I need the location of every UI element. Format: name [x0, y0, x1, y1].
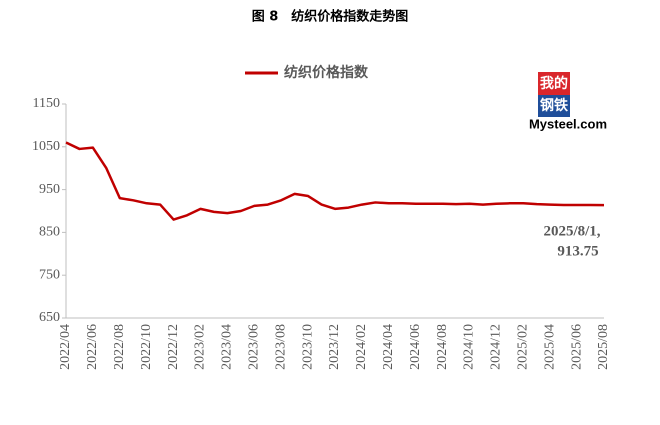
logo-block: [538, 72, 570, 95]
x-tick-label: 2022/12: [166, 324, 181, 370]
x-tick-label: 2022/08: [112, 324, 127, 370]
x-tick-label: 2023/04: [220, 324, 235, 370]
x-tick-label: 2025/02: [516, 324, 531, 370]
x-tick-label: 2023/02: [193, 324, 208, 370]
x-tick-label: 2025/08: [596, 324, 611, 370]
x-tick-label: 2023/10: [300, 324, 315, 370]
x-tick-label: 2024/06: [408, 324, 423, 370]
x-tick-label: 2024/02: [354, 324, 369, 370]
x-tick-label: 2025/04: [542, 324, 557, 370]
legend-label: 纺织价格指数: [284, 64, 369, 81]
x-tick-label: 2022/06: [85, 324, 100, 370]
annotation: 2025/8/1,: [543, 223, 600, 239]
x-tick-label: 2022/04: [58, 324, 73, 370]
x-tick-label: 2023/08: [273, 324, 288, 370]
x-tick-label: 2025/06: [569, 324, 584, 370]
x-tick-label: 2024/04: [381, 324, 396, 370]
x-tick-label: 2023/06: [247, 324, 262, 370]
x-tick-label: 2024/12: [489, 324, 504, 370]
logo-text: 我的: [540, 75, 568, 92]
x-tick-label: 2024/08: [435, 324, 450, 370]
logo-block: [538, 95, 570, 117]
y-tick-label: 850: [39, 225, 60, 240]
line: [65, 141, 605, 221]
x-tick-label: 2022/10: [139, 324, 154, 370]
y-tick-label: 1050: [32, 139, 60, 154]
logo-site: Mysteel.com: [529, 116, 607, 131]
annotation: 913.75: [557, 243, 598, 259]
logo-text: 钢铁: [540, 97, 568, 114]
y-tick-label: 1150: [33, 96, 60, 111]
x-tick-label: 2023/12: [327, 324, 342, 370]
y-tick-label: 650: [39, 310, 60, 325]
y-tick-label: 950: [39, 182, 60, 197]
x-tick-label: 2024/10: [462, 324, 477, 370]
y-tick-label: 750: [39, 267, 60, 282]
chart-title: 图 8 纺织价格指数走势图: [252, 9, 409, 25]
